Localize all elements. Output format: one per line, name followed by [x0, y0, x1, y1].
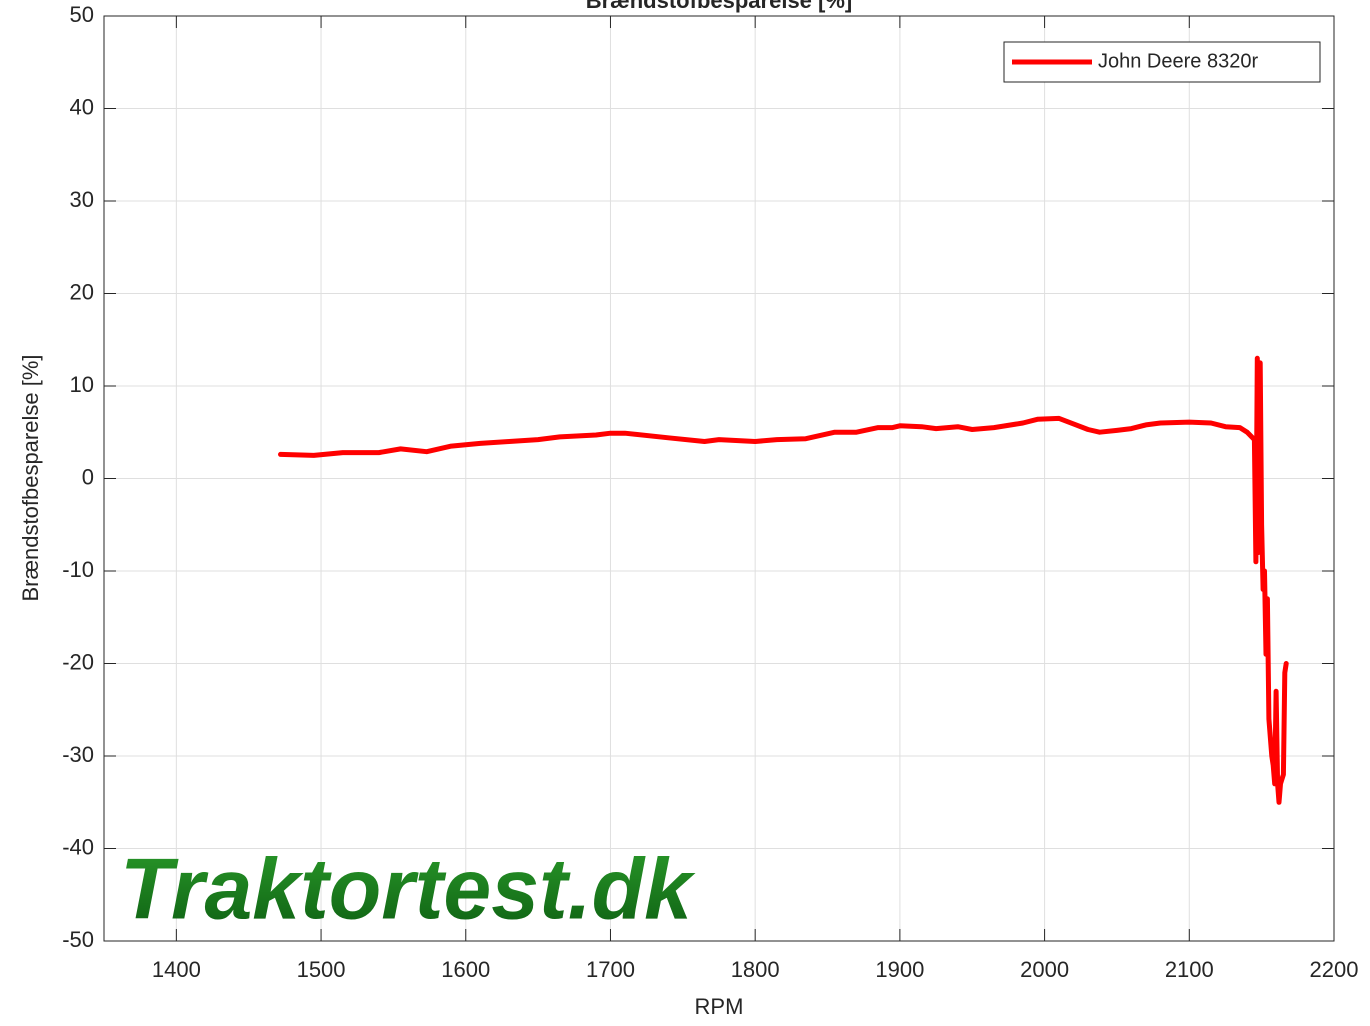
- x-axis-label: RPM: [695, 994, 744, 1019]
- x-tick-label: 2100: [1165, 957, 1214, 982]
- y-tick-label: -40: [62, 834, 94, 859]
- y-tick-label: 30: [70, 187, 94, 212]
- x-tick-label: 2000: [1020, 957, 1069, 982]
- x-tick-label: 2200: [1310, 957, 1359, 982]
- legend-label: John Deere 8320r: [1098, 50, 1258, 72]
- x-tick-label: 1500: [297, 957, 346, 982]
- watermark: Traktortest.dk: [120, 842, 696, 938]
- x-tick-label: 1700: [586, 957, 635, 982]
- y-tick-label: 0: [82, 464, 94, 489]
- y-tick-label: 40: [70, 94, 94, 119]
- axes-box: [103, 15, 1335, 942]
- x-tick-label: 1600: [441, 957, 490, 982]
- y-tick-label: -10: [62, 557, 94, 582]
- x-tick-label: 1900: [875, 957, 924, 982]
- y-tick-label: -30: [62, 742, 94, 767]
- y-tick-label: -20: [62, 649, 94, 674]
- chart-title: Brændstofbesparelse [%]: [586, 0, 853, 13]
- x-tick-label: 1400: [152, 957, 201, 982]
- line-series: [278, 355, 1289, 805]
- y-tick-label: 50: [70, 2, 94, 27]
- x-tick-label: 1800: [731, 957, 780, 982]
- y-axis-label: Brændstofbesparelse [%]: [18, 354, 43, 601]
- y-tick-label: 10: [70, 372, 94, 397]
- y-tick-label: 20: [70, 279, 94, 304]
- y-tick-label: -50: [62, 927, 94, 952]
